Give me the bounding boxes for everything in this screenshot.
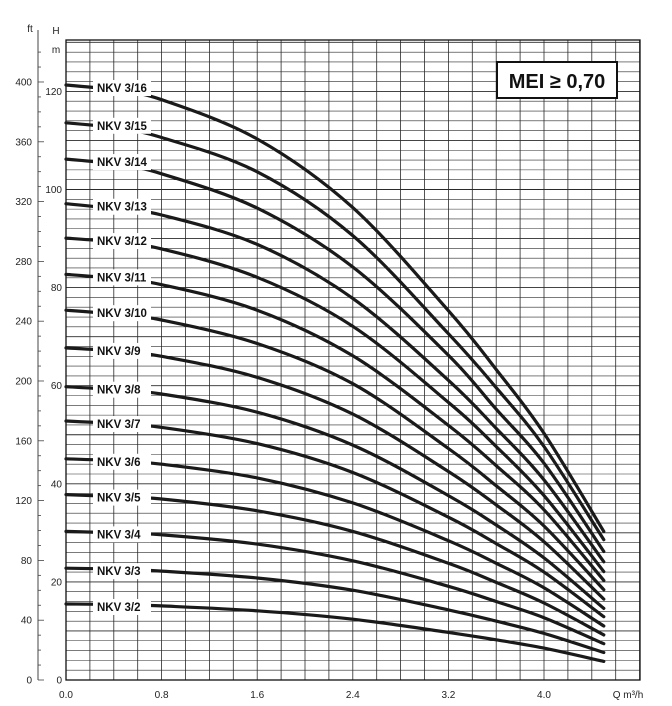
m-tick-label: 0 <box>56 676 62 687</box>
curve-label-bg <box>93 269 151 286</box>
m-tick-label: 20 <box>51 577 63 588</box>
ft-tick-label: 0 <box>26 676 32 687</box>
curve-label: NKV 3/2 <box>97 602 140 614</box>
curve-label: NKV 3/8 <box>97 385 141 397</box>
curve-label-bg <box>93 342 151 359</box>
ft-tick-label: 400 <box>15 77 32 88</box>
curve-label: NKV 3/9 <box>97 346 140 358</box>
ft-tick-label: 120 <box>15 496 32 507</box>
curve-label-bg <box>93 117 151 134</box>
m-tick-label: 120 <box>45 87 62 98</box>
ft-tick-label: 80 <box>21 556 33 567</box>
ft-tick-label: 160 <box>15 436 32 447</box>
m-axis-unit-m: m <box>52 45 60 56</box>
curve-label-bg <box>93 233 151 250</box>
curve-label-bg <box>93 489 151 506</box>
curve-label: NKV 3/16 <box>97 83 147 95</box>
curve-label: NKV 3/5 <box>97 493 141 505</box>
curve-label-bg <box>93 453 151 470</box>
curve-label-bg <box>93 563 151 580</box>
curve-label-bg <box>93 305 151 322</box>
ft-tick-label: 320 <box>15 197 32 208</box>
ft-axis-unit: ft <box>27 24 33 35</box>
ft-tick-label: 360 <box>15 137 32 148</box>
mei-badge-box <box>496 61 618 99</box>
m-tick-label: 80 <box>51 283 63 294</box>
curve-label-bg <box>93 381 151 398</box>
grid <box>65 39 641 681</box>
x-axis-unit: Q m³/h <box>613 690 644 701</box>
m-axis-unit-h: H <box>52 26 59 37</box>
plot-frame <box>65 39 641 681</box>
curve-label: NKV 3/7 <box>97 419 140 431</box>
curve-label: NKV 3/15 <box>97 121 147 133</box>
curve-label-bg <box>93 198 151 215</box>
x-tick-label: 1.6 <box>250 690 264 701</box>
curve-label: NKV 3/4 <box>97 529 141 541</box>
ft-tick-label: 40 <box>21 616 33 627</box>
ft-tick-label: 240 <box>15 317 32 328</box>
mei-badge-text: MEI ≥ 0,70 <box>509 71 606 93</box>
m-tick-label: 40 <box>51 479 63 490</box>
ft-tick-label: 280 <box>15 257 32 268</box>
x-tick-label: 0.8 <box>155 690 169 701</box>
curve-label: NKV 3/14 <box>97 157 147 169</box>
curve-label-bg <box>93 416 151 433</box>
mei-badge: MEI ≥ 0,70 <box>496 61 618 99</box>
curve-labels: NKV 3/16 NKV 3/15 NKV 3/14 NKV 3/13 NKV 3/12… <box>93 80 151 615</box>
curve-label-bg <box>93 154 151 171</box>
curve-label: NKV 3/11 <box>97 272 147 284</box>
curve-label: NKV 3/6 <box>97 457 140 469</box>
performance-curve <box>64 121 606 542</box>
curve-label: NKV 3/12 <box>97 236 147 248</box>
curve-label: NKV 3/10 <box>97 308 147 320</box>
x-tick-label: 0.0 <box>59 690 73 701</box>
curve-label: NKV 3/3 <box>97 566 140 578</box>
curve-label-bg <box>93 80 151 97</box>
m-tick-label: 60 <box>51 381 63 392</box>
ft-tick-label: 200 <box>15 376 32 387</box>
x-tick-label: 4.0 <box>537 690 551 701</box>
m-tick-label: 100 <box>45 185 62 196</box>
axes: 0 40 80 120 160 200 240 280 320 360 400 ft 0 20 40 60 80… <box>15 24 643 701</box>
x-tick-label: 2.4 <box>346 690 360 701</box>
curve-label-bg <box>93 598 151 615</box>
x-tick-label: 3.2 <box>441 690 455 701</box>
curve-label: NKV 3/13 <box>97 202 147 214</box>
curve-label-bg <box>93 526 151 543</box>
